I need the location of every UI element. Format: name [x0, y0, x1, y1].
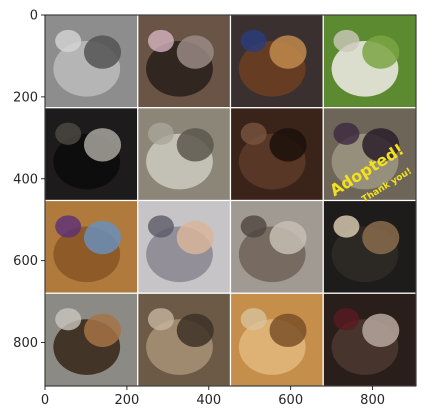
photo-tile-tabby-cats-on-blanket — [137, 107, 232, 202]
photo-tile-fluffy-brown-dog — [229, 107, 324, 202]
photo-tile-german-shepherd — [45, 292, 139, 386]
image-tiles: Adopted!Thank you! — [45, 15, 416, 386]
photo-tile-black-cat — [45, 107, 139, 202]
photo-tile-long-hair-cat — [137, 292, 232, 386]
x-tick-label: 0 — [41, 393, 49, 408]
photo-tile-black-and-siamese-cats — [322, 199, 416, 294]
photo-tile-cat-lying-in-cage — [137, 15, 232, 109]
photo-tile-tabby-cat-adopted-sign — [322, 107, 416, 202]
photo-tile-two-kittens — [45, 15, 139, 109]
photo-tile-calico-cat — [229, 15, 324, 109]
x-axis: 0 200 400 600 800 — [41, 386, 385, 408]
y-axis: 0 200 400 600 800 — [13, 9, 45, 351]
photo-tile-white-dog-on-grass — [322, 15, 416, 109]
y-tick-label: 600 — [13, 254, 38, 269]
photo-tile-black-and-white-kittens — [322, 292, 416, 386]
x-tick-label: 800 — [360, 393, 385, 408]
x-tick-label: 400 — [196, 393, 221, 408]
y-tick-label: 800 — [13, 336, 38, 351]
photo-tile-kitten-held-in-hands — [137, 199, 232, 294]
photo-tile-orange-tabby-cat — [229, 292, 324, 386]
x-tick-label: 600 — [278, 393, 303, 408]
axes-frame — [44, 14, 417, 387]
photo-tile-tan-dog-purple-harness — [45, 199, 139, 294]
photo-tile-grey-cat-looking-up — [229, 199, 324, 294]
x-tick-label: 200 — [114, 393, 139, 408]
y-tick-label: 400 — [13, 172, 38, 187]
y-tick-label: 200 — [13, 90, 38, 105]
y-tick-label: 0 — [30, 9, 38, 24]
